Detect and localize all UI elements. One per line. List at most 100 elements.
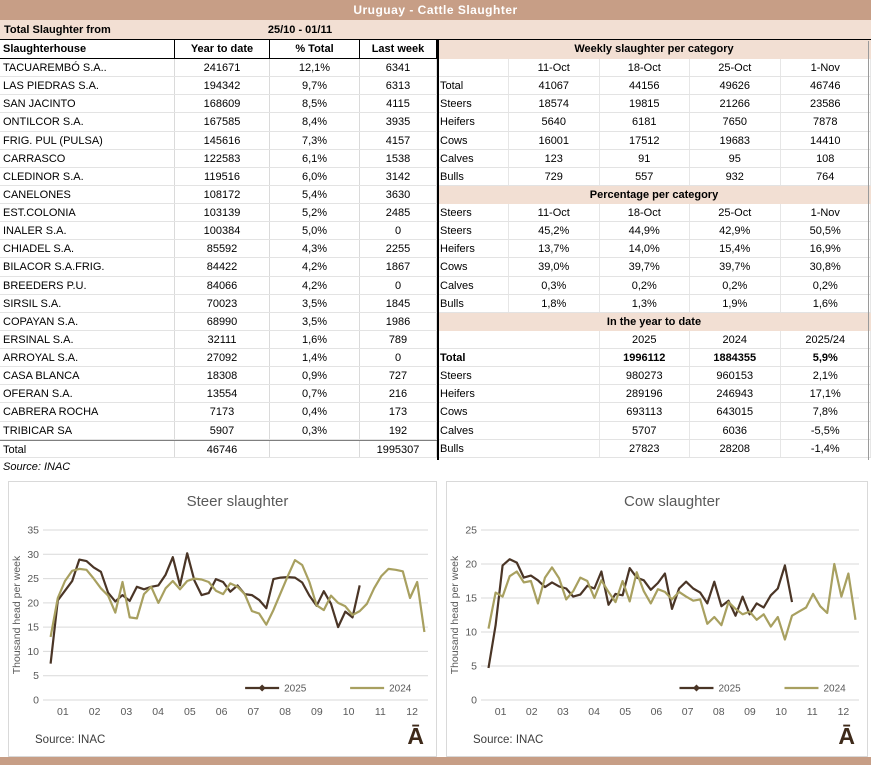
table-cell: 84066 <box>175 276 270 294</box>
table-row: Bulls 729 557 932 764 <box>437 167 871 186</box>
table-cell: FRIG. PUL (PULSA) <box>0 131 175 149</box>
table-cell: Calves <box>437 149 509 167</box>
table-cell: CANELONES <box>0 185 175 203</box>
svg-text:02: 02 <box>89 706 101 718</box>
table-row: ARROYAL S.A. 27092 1,4% 0 <box>0 349 437 368</box>
svg-text:05: 05 <box>619 706 631 718</box>
table-cell: 28208 <box>690 439 781 457</box>
table-cell: Last week <box>360 40 437 58</box>
table-cell: 289196 <box>600 385 690 403</box>
table-row: ERSINAL S.A. 32111 1,6% 789 <box>0 330 437 349</box>
slaughterhouse-total-row: Total 46746 1995307 <box>0 439 437 458</box>
table-cell: INALER S.A. <box>0 222 175 240</box>
table-row: Total 41067 44156 49626 46746 <box>437 77 871 96</box>
table-cell: 9,7% <box>270 77 360 95</box>
table-cell: 1-Nov <box>781 204 871 222</box>
table-cell: 194342 <box>175 77 270 95</box>
svg-text:20: 20 <box>465 559 477 571</box>
table-cell: 643015 <box>690 403 781 421</box>
table-cell: 23586 <box>781 95 871 113</box>
table-cell: 17,1% <box>781 385 871 403</box>
table-cell: ONTILCOR S.A. <box>0 113 175 131</box>
table-cell: Bulls <box>437 294 509 312</box>
table-cell: Total <box>437 349 600 367</box>
charts-area: 0 5 10 15 20 25 30 35 Steer slaughter Thousand he… <box>0 481 871 757</box>
table-cell: 2485 <box>360 204 437 222</box>
table-cell: 46746 <box>781 77 871 95</box>
table-cell: 7,3% <box>270 131 360 149</box>
table-cell: 1996112 <box>600 349 690 367</box>
table-cell: 2024 <box>690 330 781 348</box>
svg-text:07: 07 <box>682 706 694 718</box>
svg-text:03: 03 <box>121 706 133 718</box>
table-cell: 1,4% <box>270 349 360 367</box>
table-cell: 0,3% <box>509 276 600 294</box>
table-cell: 15,4% <box>690 240 781 258</box>
table-cell: 39,0% <box>509 258 600 276</box>
table-cell: 727 <box>360 367 437 385</box>
cow-slaughter-chart: 0 5 10 15 20 25 Cow slaughter Thousand head per… <box>446 481 868 757</box>
table-cell: 46746 <box>175 440 270 457</box>
table-row: BILACOR S.A.FRIG. 84422 4,2% 1867 <box>0 258 437 277</box>
table-cell: 764 <box>781 167 871 185</box>
table-cell: OFERAN S.A. <box>0 385 175 403</box>
table-cell: Steers <box>437 204 509 222</box>
table-cell: 5,2% <box>270 204 360 222</box>
chart-source: Source: INAC <box>473 734 544 746</box>
steer-chart-canvas: 0 5 10 15 20 25 30 35 Steer slaughter Thousand he… <box>9 482 436 723</box>
table-cell: 100384 <box>175 222 270 240</box>
table-cell: 145616 <box>175 131 270 149</box>
table-cell: ARROYAL S.A. <box>0 349 175 367</box>
svg-text:10: 10 <box>27 646 39 658</box>
table-cell: LAS PIEDRAS S.A. <box>0 77 175 95</box>
table-cell: 960153 <box>690 367 781 385</box>
table-cell: 5640 <box>509 113 600 131</box>
svg-text:10: 10 <box>465 627 477 639</box>
bottom-accent-bar <box>0 757 871 765</box>
slaughterhouse-rows: TACUAREMBÓ S.A.. 241671 12,1% 6341 LAS PIEDR… <box>0 59 437 440</box>
table-cell: 2025 <box>600 330 690 348</box>
table-cell: 11-Oct <box>509 204 600 222</box>
table-row: BREEDERS P.U. 84066 4,2% 0 <box>0 276 437 295</box>
page-title: Uruguay - Cattle Slaughter <box>0 0 871 20</box>
table-cell: BILACOR S.A.FRIG. <box>0 258 175 276</box>
table-source: Source: INAC <box>3 460 71 473</box>
table-row: SAN JACINTO 168609 8,5% 4115 <box>0 95 437 114</box>
table-cell: 32111 <box>175 330 270 348</box>
table-cell: 0,7% <box>270 385 360 403</box>
table-cell: 4,2% <box>270 276 360 294</box>
table-cell: 84422 <box>175 258 270 276</box>
table-cell: 123 <box>509 149 600 167</box>
weekly-table-rows: Total 41067 44156 49626 46746 Steers 18574 1981… <box>437 77 871 186</box>
table-cell: 103139 <box>175 204 270 222</box>
table-cell: 42,9% <box>690 222 781 240</box>
table-cell: 0,2% <box>781 276 871 294</box>
table-row: LAS PIEDRAS S.A. 194342 9,7% 6313 <box>0 77 437 96</box>
table-cell: 18-Oct <box>600 59 690 77</box>
steer-slaughter-chart: 0 5 10 15 20 25 30 35 Steer slaughter Thousand he… <box>8 481 437 757</box>
table-cell: 4,2% <box>270 258 360 276</box>
table-cell: Bulls <box>437 167 509 185</box>
table-cell: 6313 <box>360 77 437 95</box>
table-cell: 7650 <box>690 113 781 131</box>
table-cell: 1845 <box>360 294 437 312</box>
table-cell: 6036 <box>690 421 781 439</box>
table-cell: 41067 <box>509 77 600 95</box>
table-cell: 789 <box>360 330 437 348</box>
svg-text:01: 01 <box>495 706 507 718</box>
table-cell: 1884355 <box>690 349 781 367</box>
table-cell: CLEDINOR S.A. <box>0 167 175 185</box>
table-cell: 18-Oct <box>600 204 690 222</box>
table-cell: 246943 <box>690 385 781 403</box>
table-row: TACUAREMBÓ S.A.. 241671 12,1% 6341 <box>0 59 437 78</box>
table-cell: Calves <box>437 276 509 294</box>
svg-text:25: 25 <box>465 525 477 537</box>
svg-text:09: 09 <box>744 706 756 718</box>
table-cell: 192 <box>360 421 437 439</box>
table-cell: SIRSIL S.A. <box>0 294 175 312</box>
table-cell: 241671 <box>175 59 270 77</box>
table-row: Steers 980273 960153 2,1% <box>437 367 871 386</box>
slaughterhouse-table-header: Slaughterhouse Year to date% Total Last we… <box>0 40 437 59</box>
table-cell: 8,5% <box>270 95 360 113</box>
